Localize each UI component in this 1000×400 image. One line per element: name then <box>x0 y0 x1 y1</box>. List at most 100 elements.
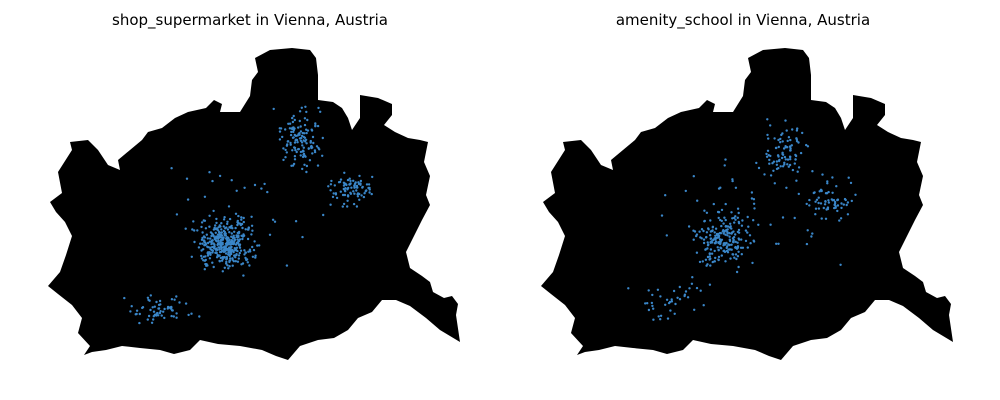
poi-point <box>294 148 297 152</box>
poi-point <box>768 158 771 162</box>
poi-point <box>304 138 308 141</box>
poi-point <box>316 164 320 167</box>
poi-point <box>135 312 138 316</box>
poi-point <box>241 226 244 230</box>
poi-point <box>714 227 718 230</box>
poi-point <box>789 147 792 150</box>
poi-point <box>141 306 144 310</box>
poi-point <box>746 246 749 249</box>
poi-point <box>850 199 853 203</box>
poi-point <box>212 265 215 269</box>
poi-point <box>222 225 225 228</box>
poi-point <box>240 263 243 266</box>
poi-point <box>284 128 287 131</box>
poi-point <box>729 257 732 260</box>
poi-point <box>750 197 754 200</box>
poi-point <box>826 180 829 183</box>
poi-point <box>791 128 794 131</box>
poi-point <box>706 241 709 244</box>
poi-point <box>735 247 739 250</box>
poi-point <box>838 219 841 222</box>
poi-point <box>734 186 738 189</box>
poi-point <box>233 247 236 250</box>
poi-point <box>311 146 314 149</box>
poi-point <box>222 236 225 239</box>
poi-point <box>819 188 823 191</box>
poi-point <box>724 158 727 161</box>
poi-point <box>230 232 233 235</box>
poi-point <box>175 295 178 298</box>
poi-point <box>238 243 242 246</box>
poi-point <box>301 167 304 171</box>
poi-point <box>824 192 828 195</box>
map-panel-school: amenity_school in Vienna, Austria <box>493 0 993 400</box>
poi-point <box>722 249 725 253</box>
poi-point <box>289 141 292 145</box>
poi-point <box>775 242 778 245</box>
poi-point <box>811 170 814 173</box>
poi-point <box>847 176 850 179</box>
poi-point <box>252 248 256 252</box>
poi-point <box>668 300 672 304</box>
poi-point <box>734 233 737 236</box>
poi-point <box>129 310 132 313</box>
poi-point <box>231 227 234 230</box>
poi-point <box>727 243 730 246</box>
poi-point <box>224 252 228 255</box>
poi-point <box>299 154 302 157</box>
poi-point <box>752 219 755 222</box>
poi-point <box>185 177 189 180</box>
poi-point <box>703 209 706 212</box>
poi-point <box>285 264 289 267</box>
poi-point <box>192 220 195 223</box>
poi-point <box>726 234 729 237</box>
poi-point <box>777 159 781 163</box>
poi-point <box>686 296 690 299</box>
poi-point <box>247 250 250 253</box>
poi-point <box>353 186 356 189</box>
poi-point <box>298 119 301 123</box>
poi-point <box>160 314 163 317</box>
poi-point <box>212 209 215 213</box>
poi-point <box>793 162 796 165</box>
poi-point <box>225 226 228 229</box>
poi-point <box>659 295 662 298</box>
poi-point <box>814 200 817 203</box>
poi-point <box>197 246 201 249</box>
poi-point <box>733 221 736 224</box>
poi-point <box>305 131 308 135</box>
poi-point <box>720 247 723 250</box>
poi-point <box>302 146 305 149</box>
poi-point <box>708 255 711 258</box>
poi-point <box>746 215 749 219</box>
poi-point <box>285 144 289 147</box>
poi-point <box>346 188 349 191</box>
poi-point <box>341 205 344 208</box>
poi-point <box>211 261 214 264</box>
poi-point <box>282 158 285 162</box>
poi-point <box>303 123 307 127</box>
poi-point <box>300 141 304 144</box>
poi-point <box>714 256 717 260</box>
poi-point <box>700 228 704 231</box>
poi-point <box>353 192 356 195</box>
poi-point <box>823 203 827 206</box>
poi-point <box>231 264 234 267</box>
poi-point <box>736 245 740 248</box>
poi-point <box>755 161 758 165</box>
poi-point <box>305 110 308 114</box>
poi-point <box>670 300 674 303</box>
poi-point <box>241 235 245 238</box>
poi-point <box>170 167 173 170</box>
poi-point <box>198 315 201 318</box>
poi-point <box>784 158 787 161</box>
poi-point <box>299 150 303 154</box>
poi-point <box>717 258 720 262</box>
poi-point <box>313 149 317 152</box>
poi-point <box>810 235 813 238</box>
poi-point <box>795 138 798 141</box>
poi-point <box>200 257 204 260</box>
poi-point <box>305 164 309 168</box>
poi-point <box>222 229 226 233</box>
poi-point <box>346 194 350 197</box>
